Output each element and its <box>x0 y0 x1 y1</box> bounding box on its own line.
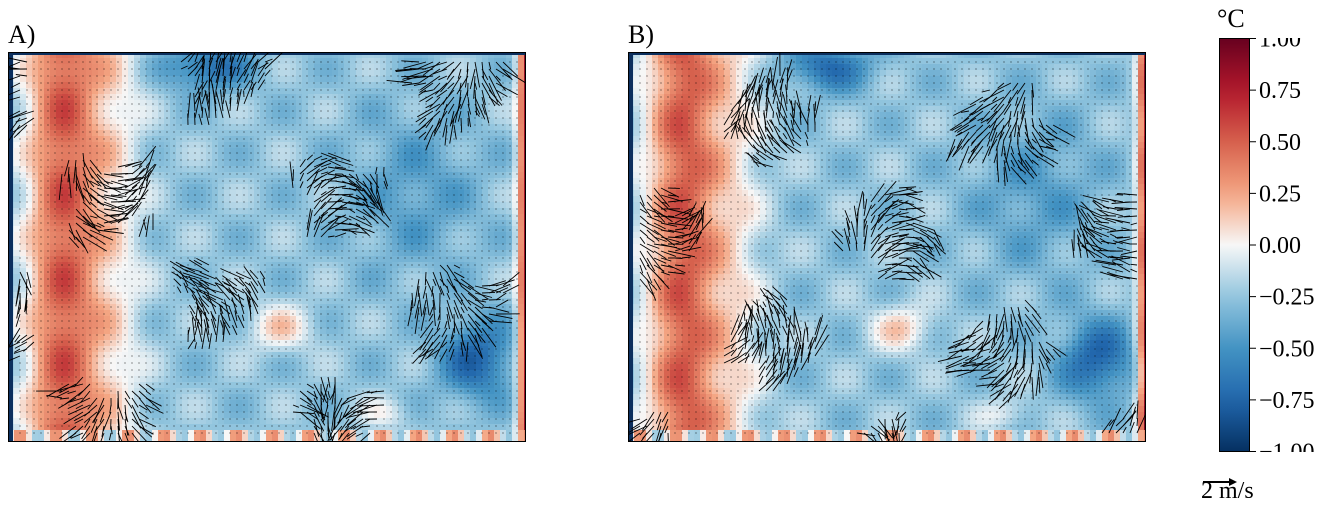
panel-a-velocity-vectors <box>8 52 526 442</box>
colorbar-tick-label: 0.00 <box>1259 233 1301 259</box>
colorbar-tick-label: 1.00 <box>1259 38 1301 53</box>
panel-a-svg <box>8 52 526 442</box>
colorbar-tick-label: 0.25 <box>1259 181 1301 207</box>
colorbar-tick-label: −0.75 <box>1259 388 1315 414</box>
colorbar-gradient <box>1219 38 1250 452</box>
panel-b-svg <box>628 52 1146 442</box>
colorbar-tick-label: −1.00 <box>1259 440 1315 453</box>
colorbar-unit: °C <box>1217 4 1245 33</box>
panel-b-frame <box>628 52 1146 442</box>
colorbar-tick-label: 0.75 <box>1259 78 1301 104</box>
panel-b-velocity-vectors <box>628 52 1146 442</box>
colorbar-tick-label: 0.50 <box>1259 130 1301 156</box>
colorbar: 1.00 0.75 0.50 0.25 0.00 −0.25 −0.50 −0.75 −1.00 <box>1219 38 1315 453</box>
panel-b-label: B) <box>628 20 654 49</box>
colorbar-tick-label: −0.50 <box>1259 336 1315 362</box>
colorbar-tick-label: −0.25 <box>1259 285 1315 311</box>
panel-a-field-cells <box>8 52 526 442</box>
panel-a-heatmap <box>8 52 526 442</box>
quiver-key-arrow <box>1203 478 1237 486</box>
quiver-key-label: 2 m/s <box>1201 478 1254 504</box>
panel-b-heatmap <box>628 52 1146 442</box>
panel-a-label: A) <box>8 20 36 49</box>
panel-b-field-cells <box>628 52 1146 442</box>
panel-a-frame <box>8 52 526 442</box>
